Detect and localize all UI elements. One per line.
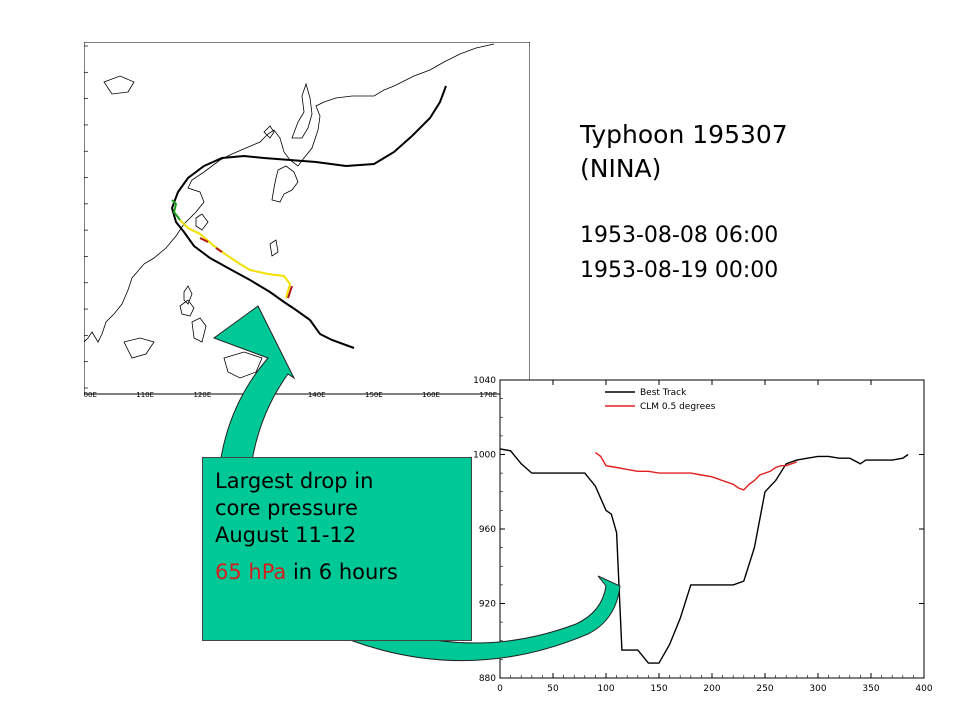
x-tick-label: 350 [862, 684, 879, 694]
callout-amount: 65 hPa [215, 560, 287, 584]
y-tick-label: 880 [479, 674, 496, 684]
x-tick-label: 200 [703, 684, 720, 694]
storm-title-line1: Typhoon 195307 [580, 120, 788, 149]
map-lat-labels: 65N60N55N50N45N40N35N30N25N20N15N10N5NEQ [84, 45, 88, 389]
legend-label: CLM 0.5 degrees [640, 402, 716, 412]
y-tick-label: 1040 [473, 376, 496, 386]
series-line-clm [594, 452, 798, 491]
track-intensity-green [171, 199, 181, 221]
track-intensity-yellow [179, 219, 292, 299]
chart-legend: Best Track CLM 0.5 degrees [605, 388, 716, 412]
y-tick-label: 1000 [473, 451, 496, 461]
map-lon-label: 160E [422, 391, 440, 398]
storm-title: Typhoon 195307 (NINA) [580, 118, 788, 186]
map-lon-label: 150E [365, 391, 383, 398]
series-group [499, 448, 909, 664]
callout-box: Largest drop in core pressure August 11-… [202, 457, 472, 641]
x-tick-label: 300 [809, 684, 826, 694]
x-tick-label: 100 [597, 684, 614, 694]
map-lon-label: 140E [308, 391, 326, 398]
storm-title-line2: (NINA) [580, 154, 662, 183]
track-intensity-red [199, 237, 293, 299]
best-track-path [170, 85, 447, 349]
callout-suffix: in 6 hours [286, 560, 398, 584]
legend-label: Best Track [640, 388, 687, 398]
callout-line3: August 11-12 [215, 523, 357, 547]
y-tick-label: 920 [479, 600, 496, 610]
x-tick-label: 0 [497, 684, 503, 694]
map-lon-label: 170E [479, 391, 497, 398]
x-axis: 0 50 100 150 200 250 300 350 400 [497, 380, 933, 694]
y-tick-label: 960 [479, 525, 496, 535]
x-tick-label: 150 [650, 684, 667, 694]
map-lon-label: 110E [136, 391, 154, 398]
date-range: 1953-08-08 06:00 1953-08-19 00:00 [580, 218, 778, 288]
map-lon-label: 120E [193, 391, 211, 398]
date-start: 1953-08-08 06:00 [580, 223, 779, 248]
date-end: 1953-08-19 00:00 [580, 258, 779, 283]
callout-line2: core pressure [215, 496, 358, 520]
y-axis: 880 920 960 1000 1040 [473, 376, 924, 684]
callout-line1: Largest drop in [215, 469, 374, 493]
x-tick-label: 250 [756, 684, 773, 694]
callout-amount-line: 65 hPa in 6 hours [215, 559, 459, 586]
x-tick-label: 50 [547, 684, 559, 694]
x-tick-label: 400 [915, 684, 932, 694]
track-map: 65N60N55N50N45N40N35N30N25N20N15N10N5NEQ… [84, 42, 530, 398]
series-line-best-track [499, 448, 909, 664]
coastlines [84, 43, 495, 379]
map-lon-label: 100E [84, 391, 97, 398]
